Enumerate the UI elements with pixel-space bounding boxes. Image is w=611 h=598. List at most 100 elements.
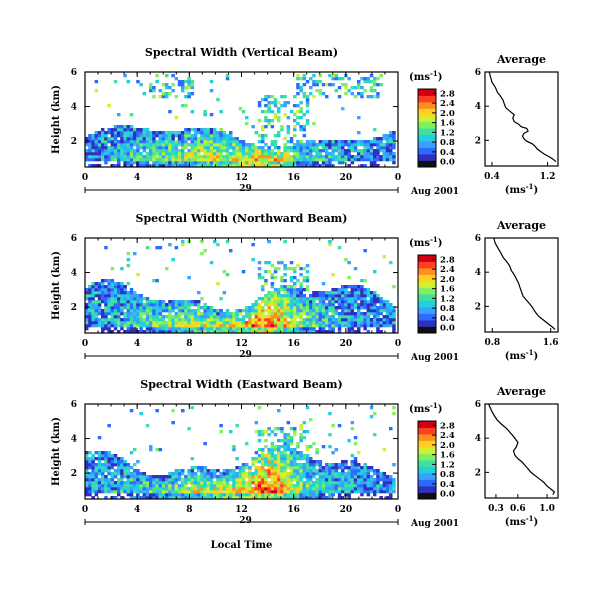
heatmap-cell xyxy=(289,161,294,165)
heatmap-cell xyxy=(120,158,124,162)
heatmap-cell xyxy=(241,484,246,488)
heatmap-cell xyxy=(235,457,239,461)
heatmap-cell xyxy=(165,306,169,310)
heatmap-cell xyxy=(369,297,374,301)
heatmap-cell xyxy=(273,158,278,162)
heatmap-cell xyxy=(139,155,143,159)
heatmap-cell xyxy=(296,288,300,292)
heatmap-cell xyxy=(187,131,191,135)
heatmap-cell xyxy=(296,330,300,334)
heatmap-cell xyxy=(366,484,371,488)
heatmap-cell xyxy=(225,143,230,147)
heatmap-cell xyxy=(376,309,380,313)
heatmap-cell xyxy=(238,475,243,479)
heatmap-cell xyxy=(321,490,326,494)
heatmap-cell xyxy=(286,448,291,452)
heatmap-cell xyxy=(203,152,207,156)
colorbar-segment xyxy=(418,452,436,454)
heatmap-cell xyxy=(331,300,335,304)
heatmap-cell xyxy=(88,324,92,328)
heatmap-cell xyxy=(289,496,294,500)
heatmap-cell xyxy=(302,490,307,494)
heatmap-cell xyxy=(321,83,326,87)
heatmap-cell xyxy=(286,433,291,437)
heatmap-cell xyxy=(373,306,377,310)
colorbar-segment xyxy=(418,310,436,313)
heatmap-cell xyxy=(337,300,342,304)
heatmap-cell xyxy=(187,306,191,310)
heatmap-cell xyxy=(376,487,380,491)
heatmap-cell xyxy=(360,143,364,147)
heatmap-cell xyxy=(283,143,287,147)
heatmap-cell xyxy=(171,83,175,87)
heatmap-cell xyxy=(331,478,335,482)
heatmap-cell xyxy=(91,469,95,473)
heatmap-cell xyxy=(187,324,191,328)
heatmap-cell xyxy=(363,89,367,93)
heatmap-cell xyxy=(136,155,140,159)
heatmap-cell xyxy=(123,128,127,132)
heatmap-cell xyxy=(177,321,182,325)
colorbar-segment xyxy=(418,287,436,290)
heatmap-cell xyxy=(289,484,294,488)
heatmap-cell xyxy=(261,300,265,304)
heatmap-cell xyxy=(366,300,371,304)
heatmap-cell xyxy=(248,496,252,500)
heatmap-cell xyxy=(181,83,185,87)
heatmap-cell xyxy=(200,327,204,331)
colorbar-segment xyxy=(418,314,436,317)
heatmap-cell xyxy=(206,330,211,334)
heatmap-cell xyxy=(363,149,367,153)
heatmap-cell xyxy=(117,291,121,295)
heatmap-cell xyxy=(318,475,323,479)
heatmap-cell xyxy=(213,131,217,135)
heatmap-cell xyxy=(254,493,259,497)
heatmap-cell xyxy=(305,469,310,473)
heatmap-cell xyxy=(171,161,175,165)
heatmap-cell xyxy=(261,134,265,138)
heatmap-cell xyxy=(152,86,156,90)
heatmap-cell xyxy=(133,137,137,141)
heatmap-cell xyxy=(241,164,246,168)
heatmap-cell xyxy=(312,442,316,446)
colorbar-segment xyxy=(418,435,436,437)
heatmap-cell xyxy=(209,152,214,156)
heatmap-cell xyxy=(283,279,287,283)
heatmap-cell xyxy=(277,466,281,470)
heatmap-cell xyxy=(264,493,268,497)
heatmap-cell xyxy=(139,330,143,334)
heatmap-cell xyxy=(88,460,92,464)
average-x-tick-label: 0.3 xyxy=(488,504,504,514)
heatmap-cell xyxy=(254,487,259,491)
heatmap-cell xyxy=(85,454,89,458)
heatmap-cell xyxy=(168,481,172,485)
heatmap-cell xyxy=(350,315,355,319)
heatmap-cell xyxy=(363,475,367,479)
heatmap-cell xyxy=(360,164,364,168)
heatmap-cell xyxy=(155,80,159,84)
heatmap-cell xyxy=(312,140,316,144)
heatmap-cell xyxy=(133,306,137,310)
colorbar-segment xyxy=(418,104,436,107)
heatmap-cell xyxy=(129,409,134,413)
heatmap-cell xyxy=(302,149,307,153)
heatmap-cell xyxy=(392,484,396,488)
heatmap-cell xyxy=(155,134,159,138)
heatmap-cell xyxy=(369,291,374,295)
heatmap-cell xyxy=(270,457,275,461)
heatmap-cell xyxy=(261,318,265,322)
heatmap-cell xyxy=(273,330,278,334)
heatmap-cell xyxy=(251,143,255,147)
colorbar-segment xyxy=(418,308,436,310)
heatmap-cell xyxy=(312,490,316,494)
heatmap-cell xyxy=(139,137,143,141)
heatmap-cell xyxy=(344,291,348,295)
heatmap-cell xyxy=(129,472,134,476)
heatmap-cell xyxy=(293,303,297,307)
heatmap-cell xyxy=(309,164,313,168)
heatmap-cell xyxy=(299,318,303,322)
heatmap-cell xyxy=(190,472,195,476)
heatmap-cell xyxy=(302,161,307,165)
heatmap-cell xyxy=(273,481,278,485)
